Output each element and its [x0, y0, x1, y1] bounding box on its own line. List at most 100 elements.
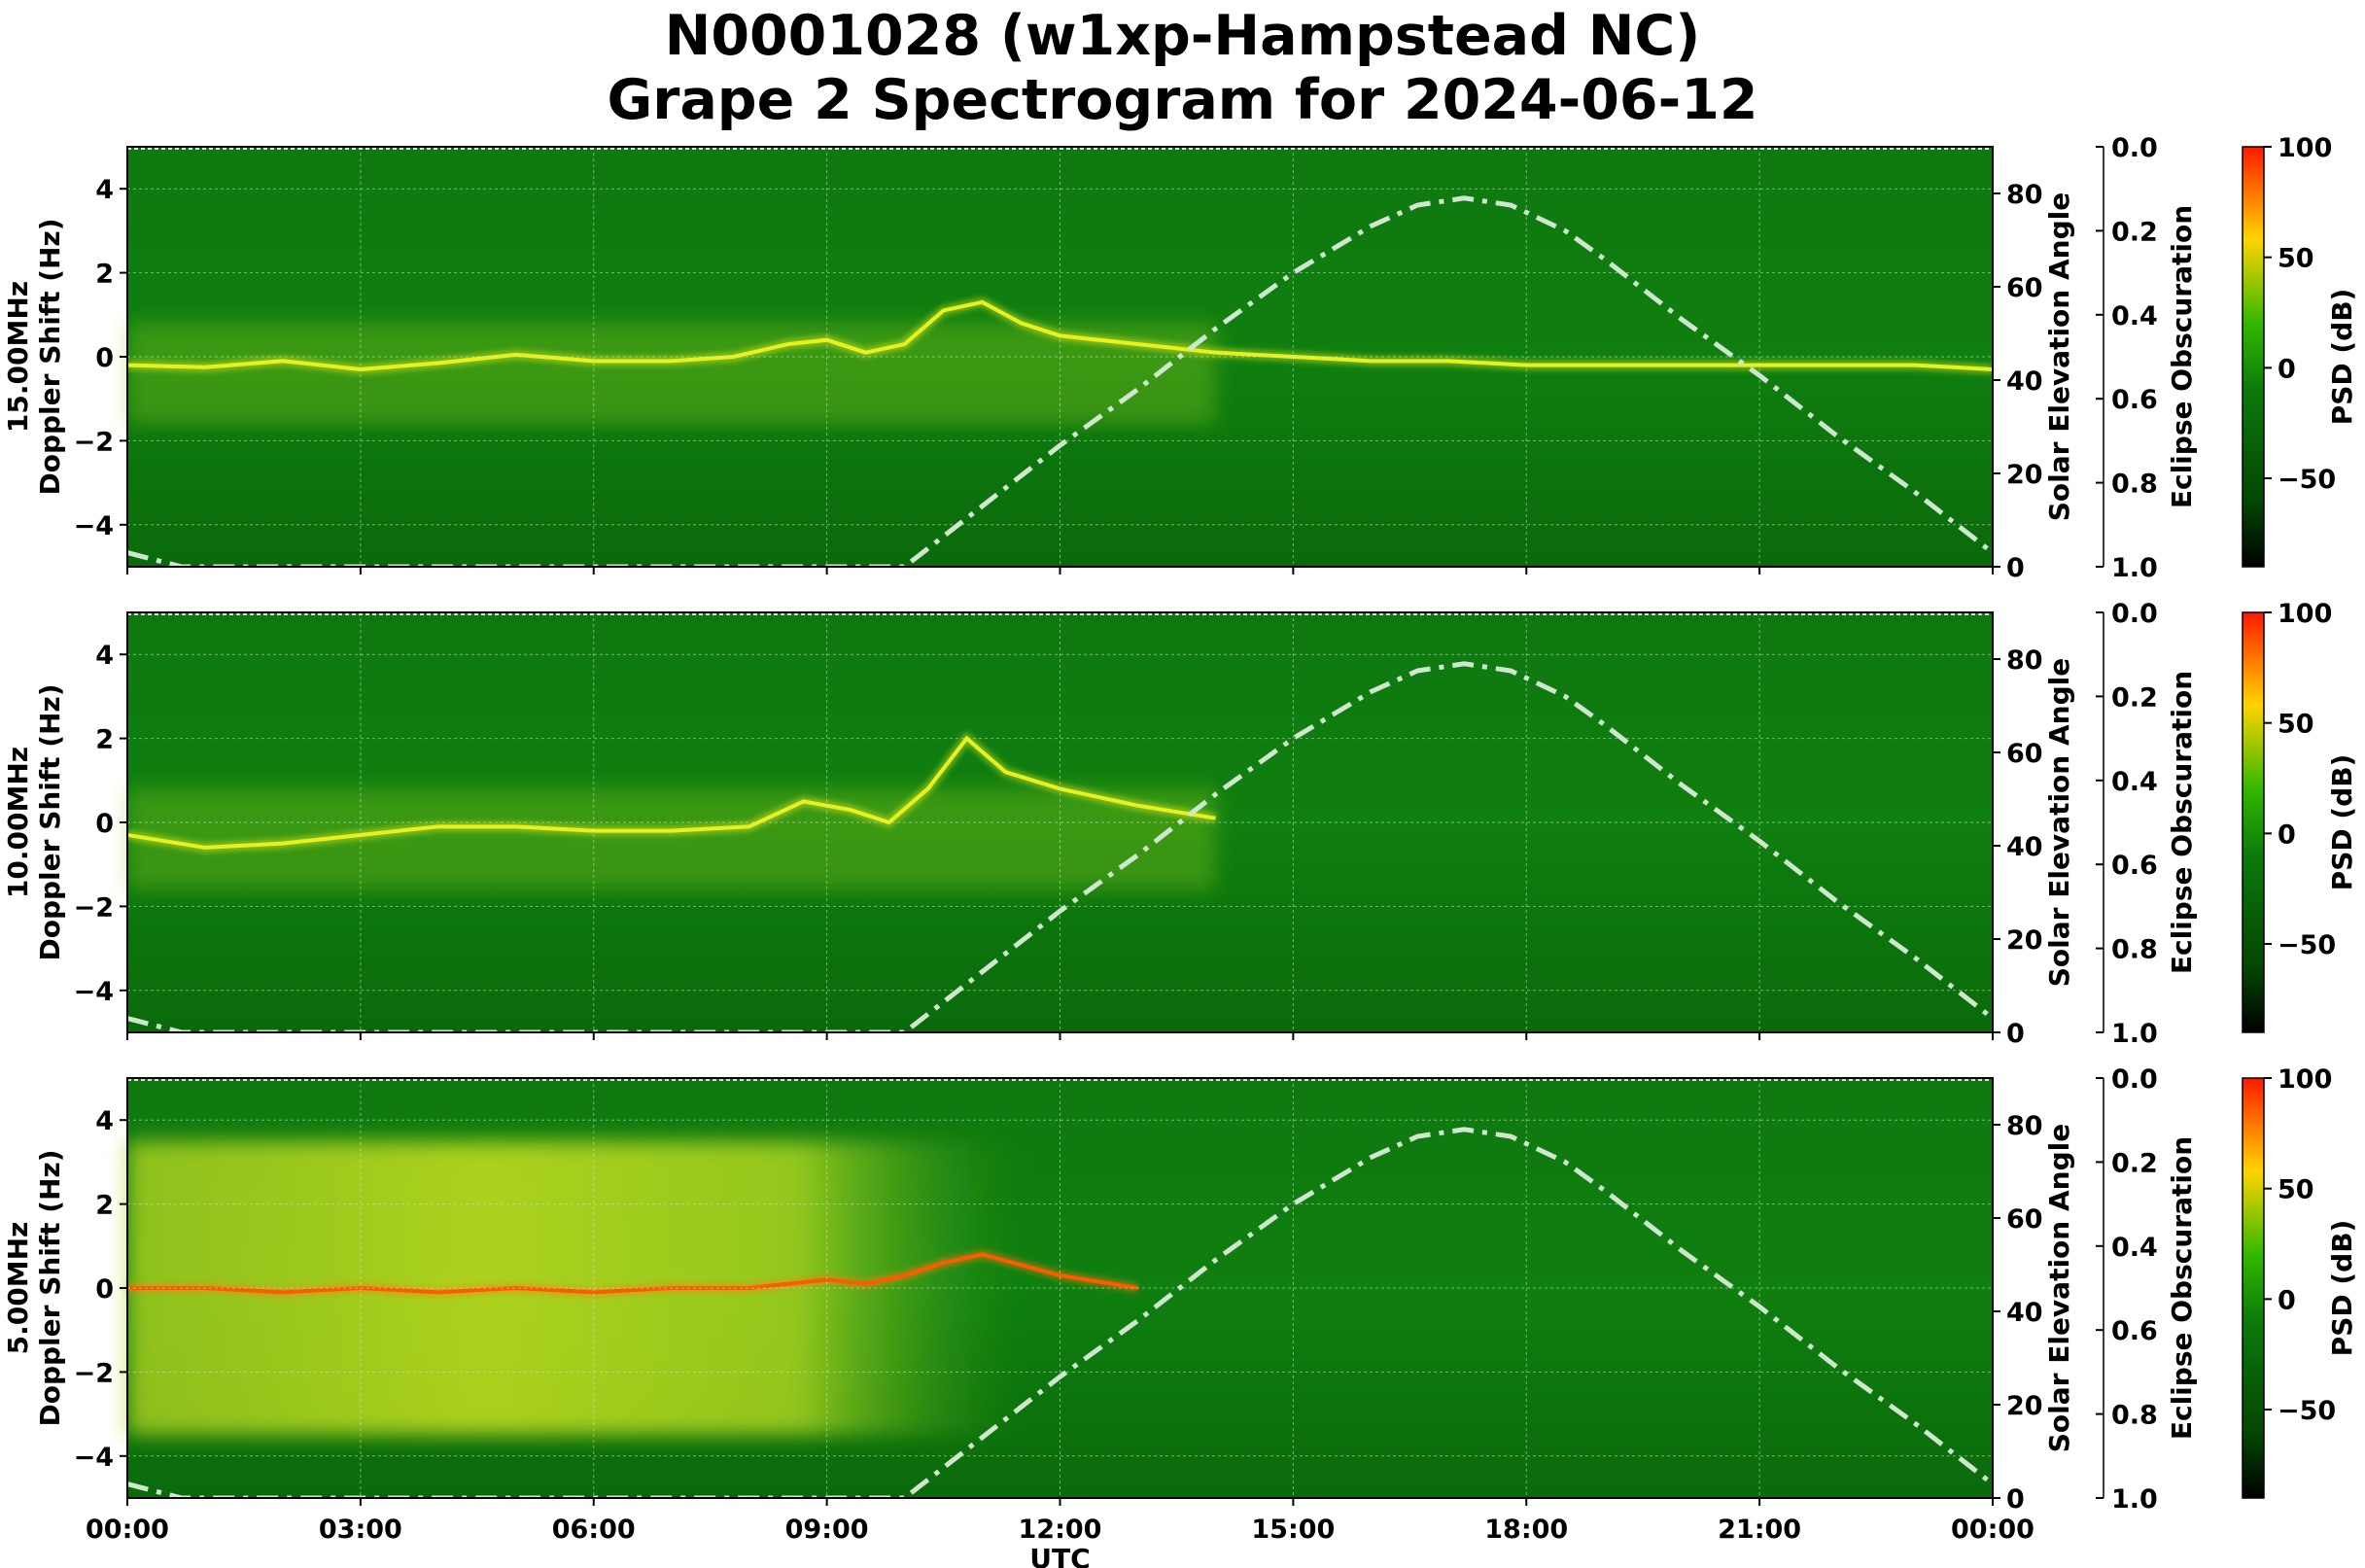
solar-elevation-curve: [127, 661, 1993, 1032]
obscuration-tick-label: 0.0: [2111, 133, 2158, 163]
colorbar: [2242, 146, 2265, 568]
colorbar: [2242, 1077, 2265, 1499]
elevation-tick-label: 60: [2006, 739, 2043, 769]
chart-title-line-2: Grape 2 Spectrogram for 2024-06-12: [607, 68, 1758, 132]
colorbar-tick-label: 50: [2278, 244, 2314, 274]
elevation-tick-label: 60: [2006, 1204, 2043, 1235]
y-tick-label: −2: [74, 1358, 114, 1388]
colorbar-tick-label: 100: [2278, 133, 2332, 163]
x-tick-label: 09:00: [785, 1515, 869, 1545]
panel-frequency-label: 5.00MHz: [2, 1222, 34, 1355]
y-tick-label: −2: [74, 892, 114, 923]
elevation-axis-label: Solar Elevation Angle: [2043, 1124, 2075, 1452]
colorbar-tick-label: 0: [2278, 819, 2296, 850]
x-tick-label: 06:00: [552, 1515, 636, 1545]
x-tick-label: 21:00: [1718, 1515, 1801, 1545]
elevation-tick-label: 40: [2006, 1298, 2043, 1328]
colorbar-label: PSD (dB): [2326, 1220, 2358, 1357]
y-tick-label: −2: [74, 427, 114, 457]
doppler-trace: [126, 735, 1216, 850]
colorbar-tick-label: 50: [2278, 710, 2314, 740]
elevation-tick-label: 0: [2006, 553, 2025, 583]
obscuration-tick-label: 0.2: [2111, 682, 2158, 713]
panel-1: 420−2−415.00MHz Doppler Shift (Hz)8060402…: [2, 133, 2358, 583]
elevation-axis-label: Solar Elevation Angle: [2043, 192, 2075, 521]
obscuration-tick-label: 0.8: [2111, 470, 2158, 500]
x-tick-label: 03:00: [319, 1515, 402, 1545]
obscuration-tick-label: 0.2: [2111, 1148, 2158, 1178]
x-axis-label: UTC: [1029, 1543, 1090, 1568]
obscuration-tick-label: 0.0: [2111, 599, 2158, 629]
elevation-tick-label: 80: [2006, 645, 2043, 676]
doppler-trace: [126, 299, 1994, 371]
signal-glow: [127, 323, 1216, 425]
x-tick-label: 00:00: [1951, 1515, 2035, 1545]
y-tick-label: 0: [95, 1274, 114, 1305]
elevation-tick-label: 20: [2006, 460, 2043, 490]
colorbar-tick-label: 0: [2278, 354, 2296, 384]
colorbar-tick-label: −50: [2278, 1396, 2336, 1426]
obscuration-tick-label: 0.8: [2111, 1401, 2158, 1431]
colorbar-tick-label: 50: [2278, 1175, 2314, 1205]
y-tick-label: 2: [95, 260, 114, 290]
elevation-tick-label: 40: [2006, 832, 2043, 862]
colorbar-tick-label: 100: [2278, 1064, 2332, 1095]
obscuration-axis-label: Eclipse Obscuration: [2166, 671, 2198, 974]
colorbar: [2242, 611, 2265, 1033]
obscuration-tick-label: 0.6: [2111, 1316, 2158, 1346]
panel-2: 420−2−410.00MHz Doppler Shift (Hz)8060402…: [2, 599, 2358, 1049]
colorbar-label: PSD (dB): [2326, 754, 2358, 891]
obscuration-tick-label: 0.8: [2111, 935, 2158, 965]
y-tick-label: −4: [74, 1443, 114, 1473]
obscuration-tick-label: 0.4: [2111, 1233, 2158, 1263]
colorbar-tick-label: −50: [2278, 930, 2336, 960]
obscuration-axis-label: Eclipse Obscuration: [2166, 205, 2198, 508]
y-tick-label: −4: [74, 511, 114, 541]
elevation-tick-label: 20: [2006, 1391, 2043, 1421]
grid: [127, 612, 1993, 1032]
x-tick-label: 12:00: [1019, 1515, 1102, 1545]
y-tick-label: 0: [95, 343, 114, 373]
chart-title-line-1: N0001028 (w1xp-Hampstead NC): [664, 4, 1701, 68]
y-axis-label: Doppler Shift (Hz): [34, 683, 66, 960]
y-tick-label: 2: [95, 1191, 114, 1221]
colorbar-tick-label: −50: [2278, 465, 2336, 495]
panel-3: 420−2−45.00MHz Doppler Shift (Hz)80604020…: [2, 1064, 2358, 1568]
elevation-tick-label: 20: [2006, 925, 2043, 956]
obscuration-tick-label: 0.4: [2111, 767, 2158, 797]
grid: [127, 1078, 1993, 1498]
elevation-tick-label: 0: [2006, 1019, 2025, 1049]
colorbar-tick-label: 0: [2278, 1285, 2296, 1315]
y-tick-label: −4: [74, 977, 114, 1007]
y-tick-label: 4: [95, 175, 114, 205]
obscuration-tick-label: 0.4: [2111, 301, 2158, 331]
obscuration-tick-label: 0.6: [2111, 385, 2158, 415]
elevation-tick-label: 40: [2006, 366, 2043, 397]
x-tick-label: 00:00: [86, 1515, 169, 1545]
obscuration-tick-label: 1.0: [2111, 553, 2158, 583]
panel-frequency-label: 10.00MHz: [2, 747, 34, 898]
colorbar-tick-label: 100: [2278, 599, 2332, 629]
x-tick-label: 15:00: [1251, 1515, 1335, 1545]
panel-frequency-label: 15.00MHz: [2, 281, 34, 433]
y-tick-label: 4: [95, 1106, 114, 1136]
grid: [127, 147, 1993, 567]
y-tick-label: 4: [95, 641, 114, 671]
y-axis-label: Doppler Shift (Hz): [34, 1149, 66, 1426]
obscuration-tick-label: 1.0: [2111, 1019, 2158, 1049]
elevation-tick-label: 80: [2006, 180, 2043, 210]
elevation-tick-label: 0: [2006, 1484, 2025, 1515]
elevation-tick-label: 80: [2006, 1111, 2043, 1141]
obscuration-tick-label: 0.2: [2111, 217, 2158, 247]
elevation-tick-label: 60: [2006, 273, 2043, 303]
solar-elevation-curve: [127, 195, 1993, 567]
elevation-axis-label: Solar Elevation Angle: [2043, 658, 2075, 987]
doppler-trace: [127, 1252, 1138, 1295]
chart-title: N0001028 (w1xp-Hampstead NC) Grape 2 Spe…: [0, 4, 2365, 132]
obscuration-tick-label: 1.0: [2111, 1484, 2158, 1515]
y-axis-label: Doppler Shift (Hz): [34, 218, 66, 495]
obscuration-axis-label: Eclipse Obscuration: [2166, 1136, 2198, 1440]
obscuration-tick-label: 0.6: [2111, 851, 2158, 881]
y-tick-label: 2: [95, 725, 114, 755]
